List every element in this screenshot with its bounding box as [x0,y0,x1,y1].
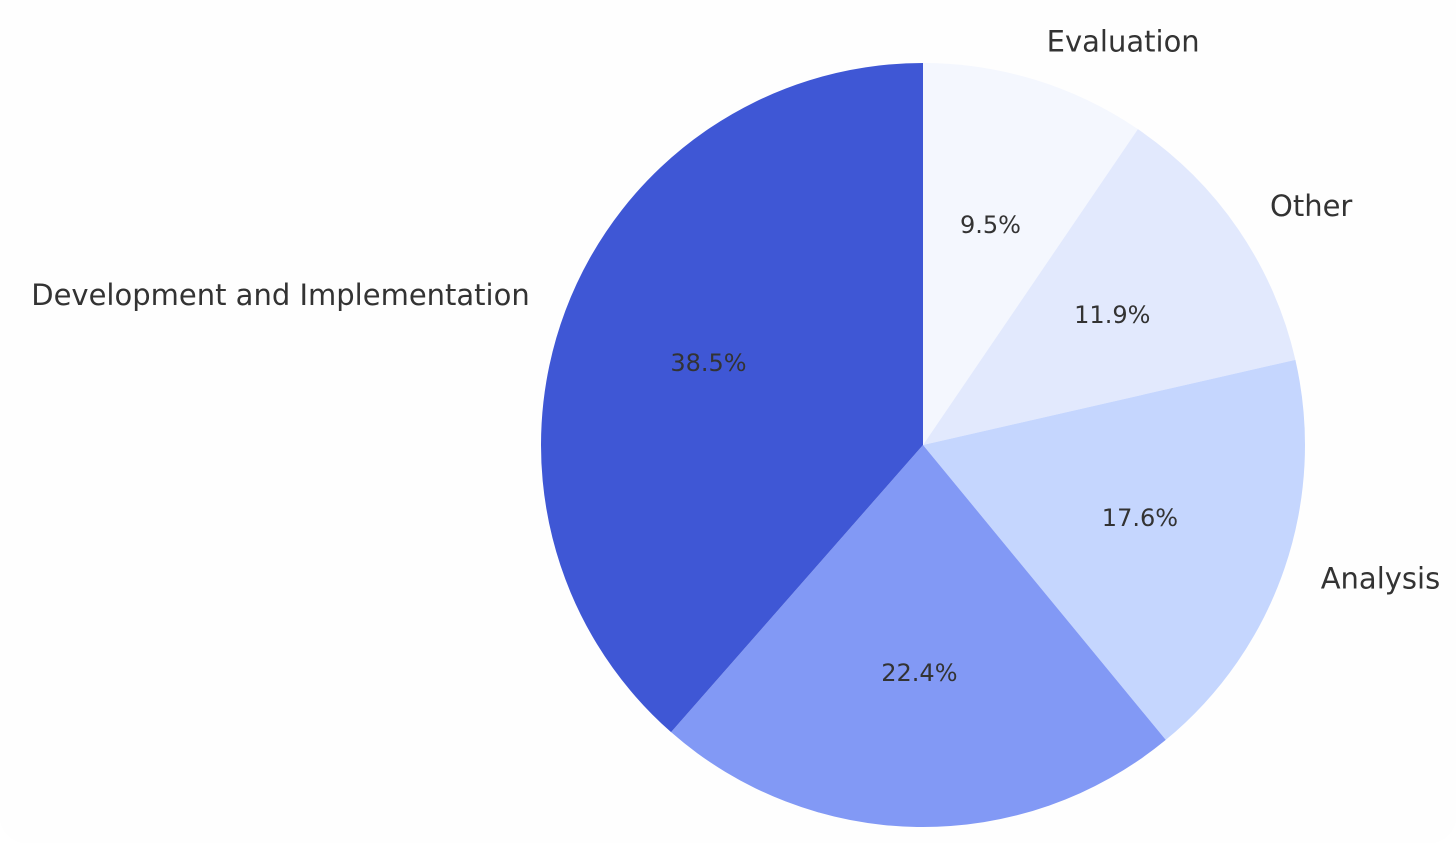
percentage-labels: 9.5% 11.9% 17.6% 22.4% 38.5% [670,211,1178,687]
pct-label-evaluation: 9.5% [960,211,1021,239]
category-label-other: Other [1270,189,1352,223]
pie-slices [541,63,1306,827]
slice-unlabeled-3 [671,445,1166,827]
pct-label-development-and-implementation: 38.5% [670,349,746,377]
category-labels: Evaluation Other Analysis Development and I… [31,24,1440,595]
category-label-development-and-implementation: Development and Implementation [31,278,530,312]
slice-other [923,129,1296,445]
slice-analysis [923,359,1306,740]
slice-evaluation [923,63,1138,445]
pct-label-other: 11.9% [1074,301,1150,329]
category-label-evaluation: Evaluation [1047,24,1200,58]
category-label-analysis: Analysis [1321,562,1440,596]
slice-development-and-implementation [541,63,923,733]
pct-label-unlabeled-3: 22.4% [881,659,957,687]
pct-label-analysis: 17.6% [1102,504,1178,532]
